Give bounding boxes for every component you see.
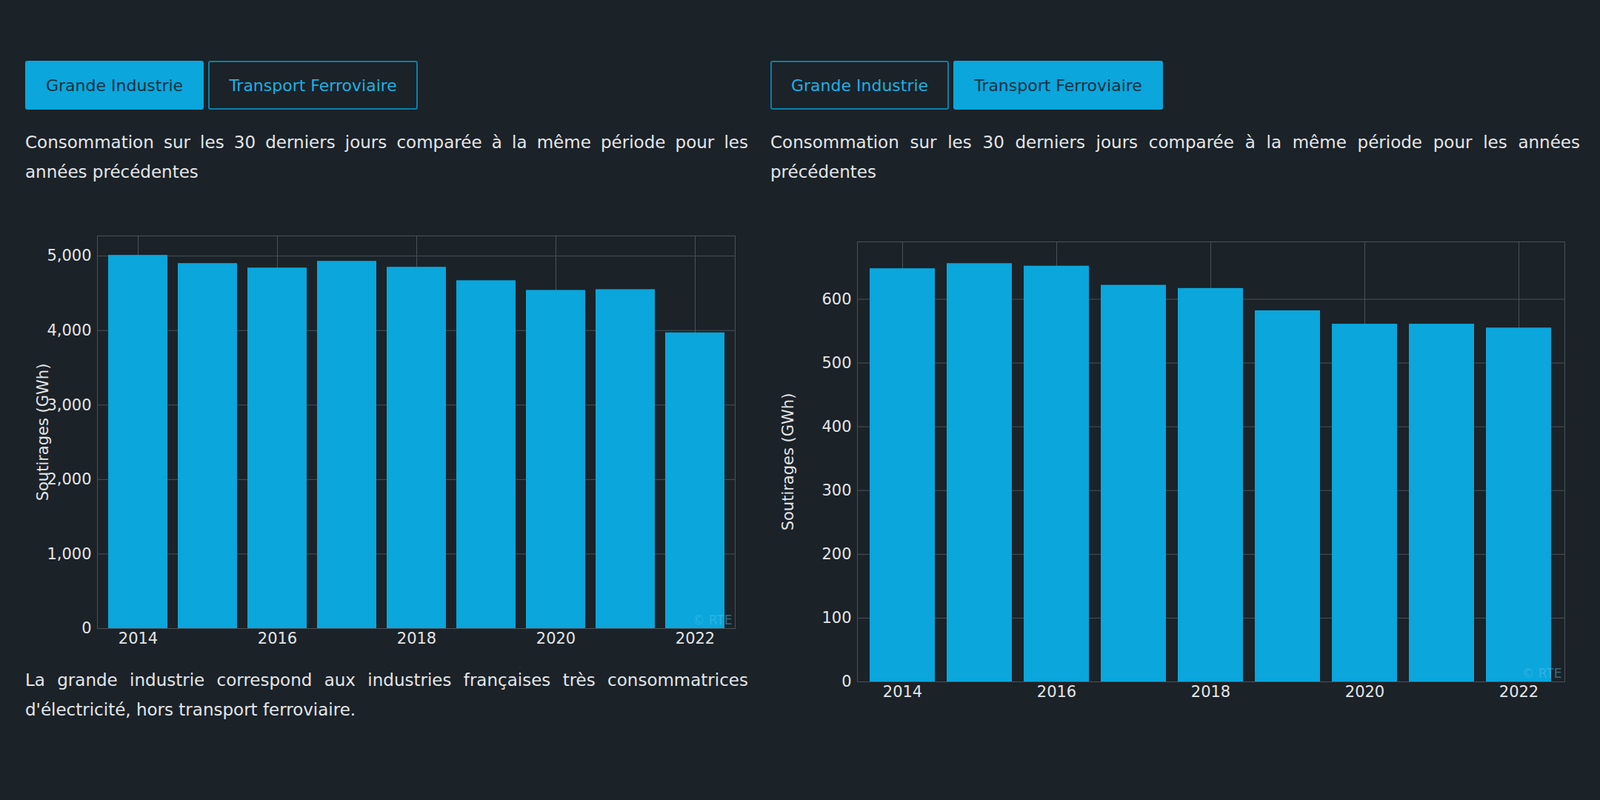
svg-text:Soutirages (GWh): Soutirages (GWh) [34,363,52,502]
svg-text:400: 400 [821,417,852,436]
svg-text:3,000: 3,000 [46,396,92,415]
svg-text:2016: 2016 [257,629,298,648]
html-text:Transport Ferroviaire: Transport Ferroviaire [974,75,1143,95]
svg-text:2,000: 2,000 [46,470,92,489]
svg-text:2016: 2016 [1037,682,1077,701]
svg-text:1,000: 1,000 [46,545,92,563]
svg-text:© RTE: © RTE [1521,665,1562,681]
svg-text:2018: 2018 [1191,682,1231,701]
svg-text:2014: 2014 [882,682,923,701]
svg-text:0: 0 [81,619,92,638]
svg-text:600: 600 [821,290,852,309]
html-text:Consommation sur les 30 dernie: Consommation sur les 30 derniers jours c… [770,132,1580,182]
svg-text:© RTE: © RTE [691,612,732,628]
svg-text:100: 100 [821,608,852,627]
svg-text:2018: 2018 [397,629,437,648]
svg-text:2020: 2020 [536,629,576,648]
html-text:La grande industrie correspond: La grande industrie correspond aux indus… [25,670,749,720]
svg-text:5,000: 5,000 [46,246,92,265]
html-text:Consommation sur les 30 dernie: Consommation sur les 30 derniers jours c… [25,132,749,182]
svg-text:500: 500 [821,354,852,372]
svg-text:2020: 2020 [1345,682,1385,701]
svg-text:0: 0 [841,672,852,691]
svg-text:2022: 2022 [675,629,715,648]
svg-text:300: 300 [821,481,852,500]
svg-text:200: 200 [821,545,852,563]
html-text:Grande Industrie: Grande Industrie [791,75,929,95]
html-text:Grande Industrie: Grande Industrie [45,75,184,95]
svg-text:2014: 2014 [118,629,158,648]
html-text:Transport Ferroviaire: Transport Ferroviaire [228,75,397,95]
svg-text:Soutirages (GWh): Soutirages (GWh) [779,393,798,532]
svg-text:4,000: 4,000 [46,321,92,340]
svg-text:2022: 2022 [1499,682,1539,701]
